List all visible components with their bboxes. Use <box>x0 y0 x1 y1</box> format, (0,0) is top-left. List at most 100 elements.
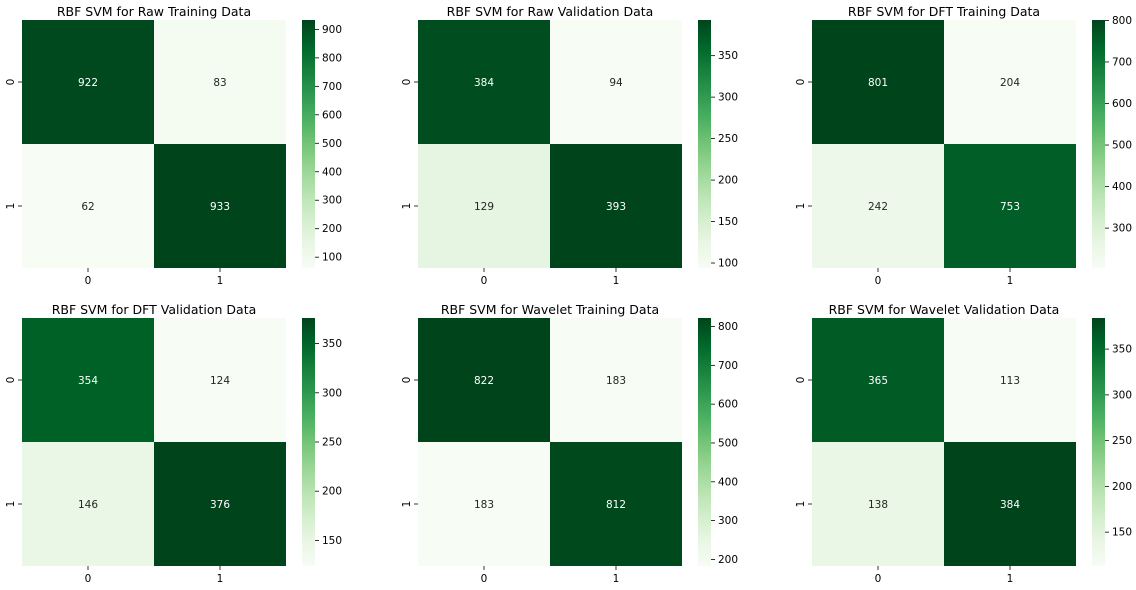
heatmap-panel-4: RBF SVM for DFT Validation Data 354 124 146… <box>5 302 342 585</box>
chart-title: RBF SVM for Raw Training Data <box>57 4 251 19</box>
chart-title: RBF SVM for DFT Training Data <box>848 4 1040 19</box>
colorbar-tick-label-2: 250 <box>1112 435 1132 447</box>
cell-value-label-r1-c0: 129 <box>474 201 494 213</box>
chart-title: RBF SVM for Wavelet Training Data <box>441 302 659 317</box>
heatmap-panel-1: RBF SVM for Raw Training Data 922 83 62 933 0… <box>5 4 342 287</box>
colorbar-tick-label-3: 600 <box>1112 98 1132 110</box>
heatmap-cell-r1-c0 <box>418 144 550 268</box>
y-tick-label-0: 0 <box>795 377 807 384</box>
heatmap-cell-r1-c0 <box>418 442 550 566</box>
y-tick-label-1: 1 <box>401 501 413 508</box>
chart-title: RBF SVM for DFT Validation Data <box>52 302 257 317</box>
colorbar-tick-label-5: 350 <box>718 50 738 62</box>
colorbar-tick-label-0: 200 <box>718 554 738 566</box>
colorbar <box>302 20 315 268</box>
colorbar-tick-label-3: 400 <box>322 166 342 178</box>
heatmap-cell-r0-c1 <box>550 318 682 442</box>
x-tick-label-0: 0 <box>85 573 92 585</box>
heatmap-cell-r1-c0 <box>812 144 944 268</box>
x-tick-label-1: 1 <box>217 275 224 287</box>
colorbar-tick-label-2: 400 <box>718 476 738 488</box>
y-tick-label-1: 1 <box>5 203 17 210</box>
colorbar-tick-label-1: 200 <box>322 486 342 498</box>
cell-value-label-r1-c1: 753 <box>1000 201 1020 213</box>
colorbar-tick-label-3: 300 <box>1112 389 1132 401</box>
x-tick-label-0: 0 <box>875 573 882 585</box>
x-tick-label-1: 1 <box>1007 275 1014 287</box>
cell-value-label-r0-c1: 204 <box>1000 77 1020 89</box>
colorbar-tick-label-0: 150 <box>322 535 342 547</box>
heatmap-cell-r1-c1 <box>550 144 682 268</box>
heatmap-cell-r1-c1 <box>550 442 682 566</box>
colorbar-tick-label-4: 700 <box>1112 56 1132 68</box>
cell-value-label-r1-c1: 933 <box>210 201 230 213</box>
cell-value-label-r0-c0: 822 <box>474 375 494 387</box>
cell-value-label-r1-c1: 812 <box>606 499 626 511</box>
y-tick-label-1: 1 <box>401 203 413 210</box>
cell-value-label-r1-c0: 138 <box>868 499 888 511</box>
x-tick-label-0: 0 <box>481 275 488 287</box>
heatmap-cell-r0-c0 <box>22 318 154 442</box>
cell-value-label-r1-c1: 376 <box>210 499 230 511</box>
colorbar-tick-label-5: 600 <box>322 109 342 121</box>
cell-value-label-r1-c0: 242 <box>868 201 888 213</box>
heatmap-cell-r1-c0 <box>22 442 154 566</box>
heatmap-cell-r1-c0 <box>812 442 944 566</box>
colorbar-tick-label-5: 800 <box>1112 15 1132 27</box>
heatmap-cell-r0-c1 <box>154 20 286 144</box>
colorbar <box>698 20 711 268</box>
cell-value-label-r0-c1: 124 <box>210 375 230 387</box>
colorbar-tick-label-2: 200 <box>718 175 738 187</box>
heatmap-cell-r0-c0 <box>22 20 154 144</box>
y-tick-label-0: 0 <box>5 377 17 384</box>
x-tick-label-1: 1 <box>1007 573 1014 585</box>
heatmap-cell-r0-c1 <box>944 20 1076 144</box>
y-tick-label-1: 1 <box>795 501 807 508</box>
y-tick-label-1: 1 <box>5 501 17 508</box>
heatmap-cell-r1-c1 <box>154 144 286 268</box>
heatmap-panel-3: RBF SVM for DFT Training Data 801 204 242 75… <box>795 4 1132 287</box>
heatmap-cell-r0-c0 <box>812 20 944 144</box>
cell-value-label-r0-c1: 113 <box>1000 375 1020 387</box>
colorbar-tick-label-0: 300 <box>1112 223 1132 235</box>
colorbar-tick-label-2: 500 <box>1112 140 1132 152</box>
cell-value-label-r1-c1: 393 <box>606 201 626 213</box>
cell-value-label-r1-c1: 384 <box>1000 499 1020 511</box>
colorbar-tick-label-6: 800 <box>718 321 738 333</box>
cell-value-label-r1-c0: 146 <box>78 499 98 511</box>
colorbar-tick-label-6: 700 <box>322 81 342 93</box>
cell-value-label-r0-c0: 801 <box>868 77 888 89</box>
y-tick-label-1: 1 <box>795 203 807 210</box>
cell-value-label-r0-c0: 354 <box>78 375 98 387</box>
colorbar-tick-label-4: 500 <box>322 138 342 150</box>
heatmap-cell-r0-c1 <box>944 318 1076 442</box>
x-tick-label-1: 1 <box>613 275 620 287</box>
colorbar-tick-label-0: 100 <box>718 258 738 270</box>
y-tick-label-0: 0 <box>795 79 807 86</box>
x-tick-label-1: 1 <box>217 573 224 585</box>
y-tick-label-0: 0 <box>401 377 413 384</box>
chart-title: RBF SVM for Wavelet Validation Data <box>829 302 1060 317</box>
colorbar <box>1092 318 1105 566</box>
cell-value-label-r0-c0: 365 <box>868 375 888 387</box>
heatmap-cell-r1-c1 <box>154 442 286 566</box>
x-tick-label-1: 1 <box>613 573 620 585</box>
colorbar-tick-label-3: 250 <box>718 133 738 145</box>
colorbar <box>1092 20 1105 268</box>
heatmap-cell-r0-c0 <box>418 318 550 442</box>
x-tick-label-0: 0 <box>875 275 882 287</box>
heatmap-cell-r0-c1 <box>154 318 286 442</box>
heatmap-panel-2: RBF SVM for Raw Validation Data 384 94 129 3… <box>401 4 738 287</box>
colorbar-tick-label-3: 500 <box>718 437 738 449</box>
colorbar-tick-label-8: 900 <box>322 24 342 36</box>
heatmap-cell-r1-c0 <box>22 144 154 268</box>
cell-value-label-r0-c1: 183 <box>606 375 626 387</box>
cell-value-label-r0-c1: 83 <box>213 77 226 89</box>
colorbar-tick-label-7: 800 <box>322 52 342 64</box>
cell-value-label-r1-c0: 183 <box>474 499 494 511</box>
colorbar-tick-label-1: 200 <box>1112 481 1132 493</box>
cell-value-label-r0-c0: 922 <box>78 77 98 89</box>
colorbar-tick-label-1: 300 <box>718 515 738 527</box>
